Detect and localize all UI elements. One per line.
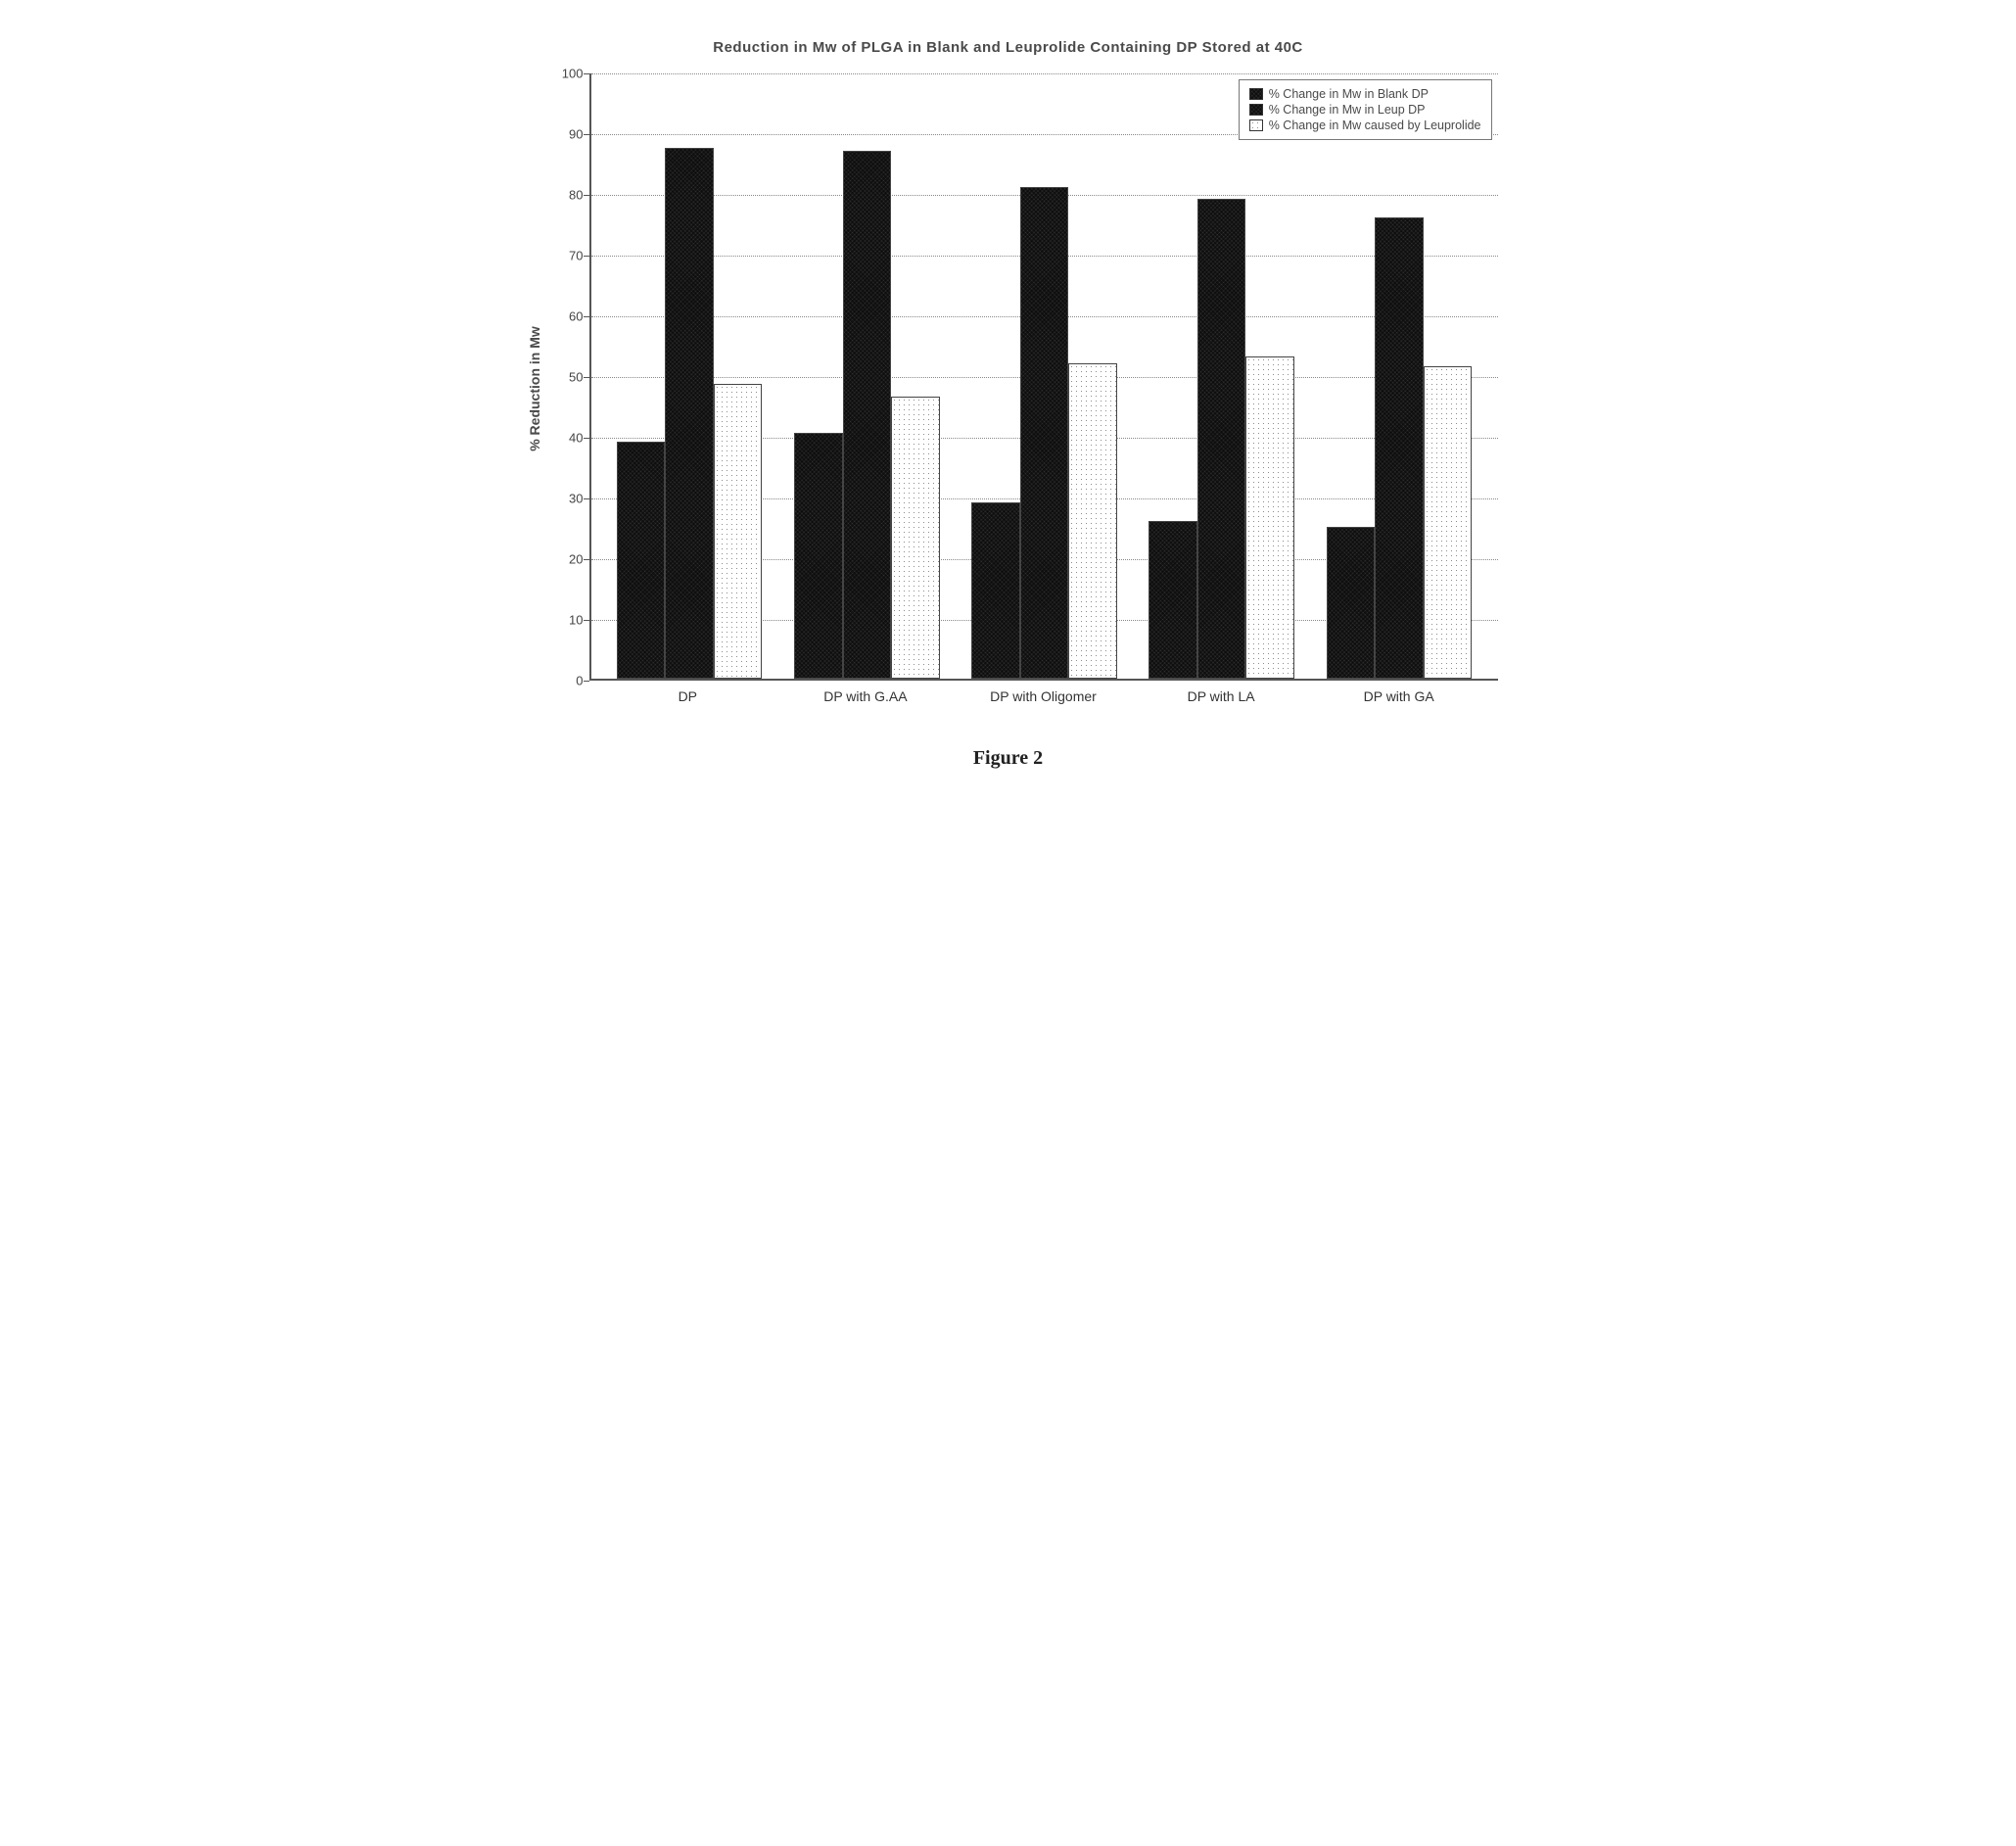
bar: [1020, 187, 1069, 679]
ylabel-column: % Reduction in Mw: [519, 73, 550, 704]
bar-group: [601, 148, 778, 680]
bar: [665, 148, 714, 680]
bar-group: [956, 187, 1133, 679]
figure: % Reduction in Mw 0102030405060708090100…: [519, 73, 1498, 704]
bar: [891, 397, 940, 679]
legend-label: % Change in Mw in Leup DP: [1269, 103, 1426, 117]
bar-group: [1310, 217, 1487, 679]
bar-group: [1133, 199, 1310, 679]
y-tick-label: 0: [576, 674, 583, 688]
y-tick-label: 100: [562, 67, 584, 81]
legend-label: % Change in Mw caused by Leuprolide: [1269, 118, 1481, 132]
bar: [1375, 217, 1424, 679]
plot-column: % Change in Mw in Blank DP % Change in Mw…: [589, 73, 1498, 704]
y-tick-label: 90: [569, 127, 583, 142]
legend-swatch: [1249, 88, 1263, 100]
y-tick-label: 30: [569, 492, 583, 506]
x-tick-label: DP with GA: [1310, 686, 1488, 704]
x-tick-label: DP with Oligomer: [955, 686, 1133, 704]
figure-caption: Figure 2: [519, 747, 1498, 770]
bar-group: [778, 151, 956, 679]
bar: [714, 384, 763, 679]
x-tick-label: DP: [599, 686, 777, 704]
y-tick-label: 40: [569, 431, 583, 446]
y-tick-label: 70: [569, 249, 583, 263]
bar: [794, 433, 843, 679]
legend: % Change in Mw in Blank DP % Change in Mw…: [1239, 79, 1492, 140]
y-axis-ticks: 0102030405060708090100: [550, 73, 589, 681]
y-tick-label: 80: [569, 188, 583, 203]
legend-label: % Change in Mw in Blank DP: [1269, 87, 1429, 101]
chart-container: Reduction in Mw of PLGA in Blank and Leu…: [519, 39, 1498, 770]
bar: [617, 442, 666, 679]
legend-item: % Change in Mw caused by Leuprolide: [1249, 118, 1481, 133]
legend-swatch: [1249, 104, 1263, 116]
legend-swatch: [1249, 119, 1263, 131]
x-axis-labels: DPDP with G.AADP with OligomerDP with LA…: [589, 681, 1498, 704]
y-tick-label: 10: [569, 613, 583, 628]
bar: [971, 502, 1020, 679]
x-tick-label: DP with LA: [1132, 686, 1310, 704]
bar: [1068, 363, 1117, 679]
legend-item: % Change in Mw in Blank DP: [1249, 86, 1481, 102]
chart-title: Reduction in Mw of PLGA in Blank and Leu…: [519, 39, 1498, 56]
y-tick-label: 50: [569, 370, 583, 385]
bars-container: [591, 73, 1498, 679]
bar: [1327, 527, 1376, 679]
bar: [1424, 366, 1473, 679]
legend-item: % Change in Mw in Leup DP: [1249, 102, 1481, 118]
bar: [1197, 199, 1246, 679]
bar: [1149, 521, 1197, 679]
y-tick-label: 60: [569, 309, 583, 324]
y-tick-label: 20: [569, 552, 583, 567]
bar: [843, 151, 892, 679]
plot-area: % Change in Mw in Blank DP % Change in Mw…: [589, 73, 1498, 681]
bar: [1245, 356, 1294, 679]
x-tick-label: DP with G.AA: [776, 686, 955, 704]
y-axis-label: % Reduction in Mw: [527, 326, 542, 451]
